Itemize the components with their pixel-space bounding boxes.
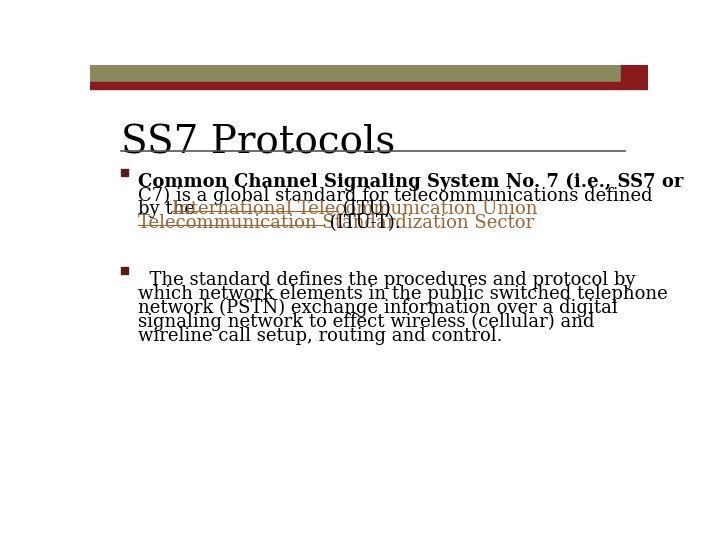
- Text: (ITU-T).: (ITU-T).: [324, 214, 400, 232]
- Bar: [90, 65, 621, 84]
- Text: Common Channel Signaling System No. 7 (i.e., SS7 or: Common Channel Signaling System No. 7 (i…: [138, 173, 683, 191]
- Text: International Telecommunication Union: International Telecommunication Union: [172, 200, 538, 218]
- Bar: [121, 168, 128, 176]
- Text: The standard defines the procedures and protocol by: The standard defines the procedures and …: [138, 271, 636, 289]
- Text: Telecommunication Standardization Sector: Telecommunication Standardization Sector: [138, 214, 534, 232]
- Text: C7) is a global standard for telecommunications defined: C7) is a global standard for telecommuni…: [138, 186, 652, 205]
- Text: (ITU): (ITU): [337, 200, 391, 218]
- Text: wireline call setup, routing and control.: wireline call setup, routing and control…: [138, 327, 503, 345]
- Bar: [621, 65, 648, 84]
- Bar: [90, 82, 648, 90]
- Text: by the: by the: [138, 200, 201, 218]
- Text: which network elements in the public switched telephone: which network elements in the public swi…: [138, 285, 668, 303]
- Text: signaling network to effect wireless (cellular) and: signaling network to effect wireless (ce…: [138, 313, 595, 331]
- Text: network (PSTN) exchange information over a digital: network (PSTN) exchange information over…: [138, 299, 618, 317]
- Text: SS7 Protocols: SS7 Protocols: [121, 125, 395, 162]
- Bar: [121, 267, 128, 274]
